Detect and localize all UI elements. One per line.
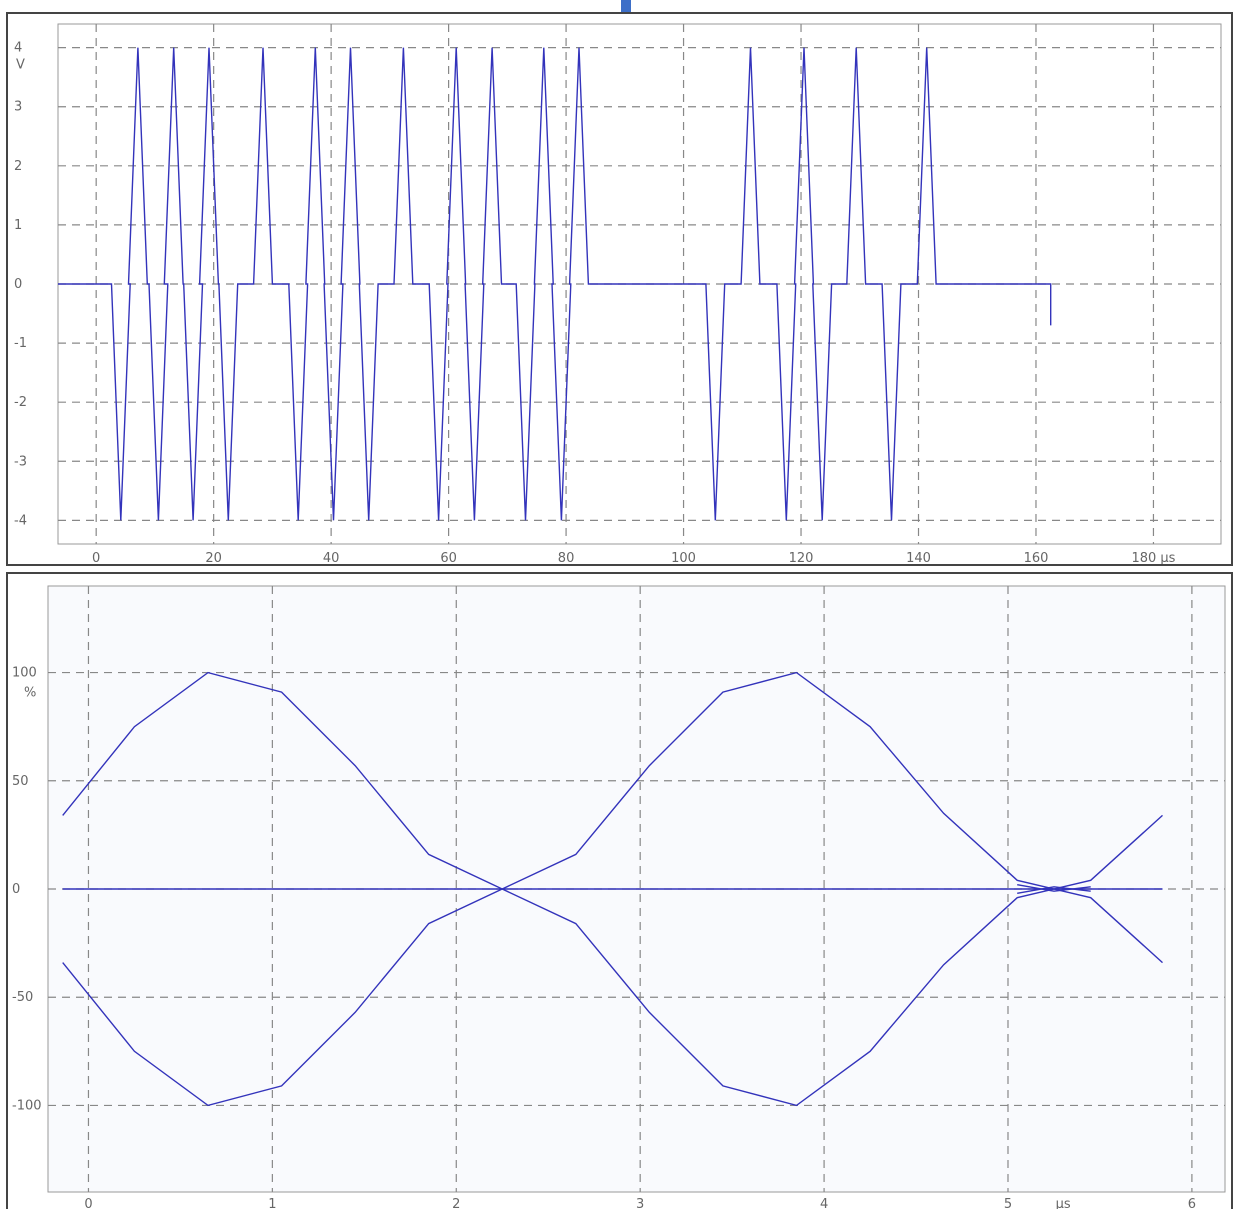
x-tick-label: 0 xyxy=(92,551,100,564)
x-tick-label: 0 xyxy=(84,1197,92,1209)
y-tick-label: -2 xyxy=(14,395,27,410)
y-tick-label: 100 xyxy=(12,666,37,681)
y-tick-label: -1 xyxy=(14,336,27,351)
eye-diagram-panel: 0 1 2 3 4 5 6 100 50 0 -50 -100% µs xyxy=(6,572,1233,1209)
x-tick-label: 120 xyxy=(789,551,814,564)
x-tick-label: 140 xyxy=(906,551,931,564)
y-tick-label: -4 xyxy=(14,513,27,528)
y-unit-label: % xyxy=(24,686,36,701)
y-tick-label: -100 xyxy=(12,1098,42,1113)
x-tick-label: 60 xyxy=(440,551,457,564)
x-tick-label: 180 µs xyxy=(1131,551,1175,564)
eye-trace-2 xyxy=(62,671,1163,1107)
y-tick-label: 4 xyxy=(14,41,22,56)
voltage-series-line xyxy=(58,47,1052,521)
x-tick-label: 6 xyxy=(1188,1197,1196,1209)
voltage-waveform-panel: 0 20 40 60 80 100 120 140 160 180 µs 4 3 2 1 0 -1 -2 -3 -4… xyxy=(6,12,1233,566)
x-tick-label: 5 xyxy=(1004,1197,1012,1209)
x-tick-label: 20 xyxy=(205,551,222,564)
x-tick-label: 80 xyxy=(558,551,575,564)
y-tick-label: -50 xyxy=(12,990,33,1005)
voltage-waveform-chart: 0 20 40 60 80 100 120 140 160 180 µs 4 3 2 1 0 -1 -2 -3 -4… xyxy=(14,23,1222,564)
y-tick-label: 2 xyxy=(14,159,22,174)
x-tick-label: 4 xyxy=(820,1197,828,1209)
x-tick-label: 100 xyxy=(671,551,696,564)
eye-trace-5 xyxy=(1017,884,1091,892)
eye-trace-1 xyxy=(62,671,1163,1107)
y-tick-label: -3 xyxy=(14,454,27,469)
x-tick-label: 2 xyxy=(452,1197,460,1209)
eye-trace-4 xyxy=(1017,886,1091,894)
y-tick-label: 1 xyxy=(14,218,22,233)
window-handle-marker xyxy=(621,0,631,12)
y-tick-label: 3 xyxy=(14,100,22,115)
y-unit-label: V xyxy=(16,58,25,73)
x-unit-label: µs xyxy=(1056,1197,1071,1209)
x-tick-label: 3 xyxy=(636,1197,644,1209)
eye-diagram-chart: 0 1 2 3 4 5 6 100 50 0 -50 -100% µs xyxy=(12,585,1226,1209)
y-tick-label: 0 xyxy=(14,277,22,292)
x-tick-label: 1 xyxy=(268,1197,276,1209)
y-tick-label: 0 xyxy=(12,882,20,897)
y-tick-label: 50 xyxy=(12,774,29,789)
x-tick-label: 160 xyxy=(1024,551,1049,564)
x-tick-label: 40 xyxy=(323,551,340,564)
